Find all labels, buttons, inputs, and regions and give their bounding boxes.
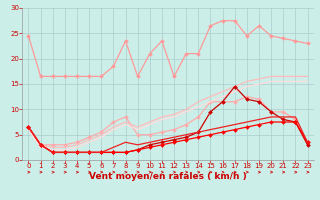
X-axis label: Vent moyen/en rafales ( km/h ): Vent moyen/en rafales ( km/h ) (89, 172, 247, 181)
